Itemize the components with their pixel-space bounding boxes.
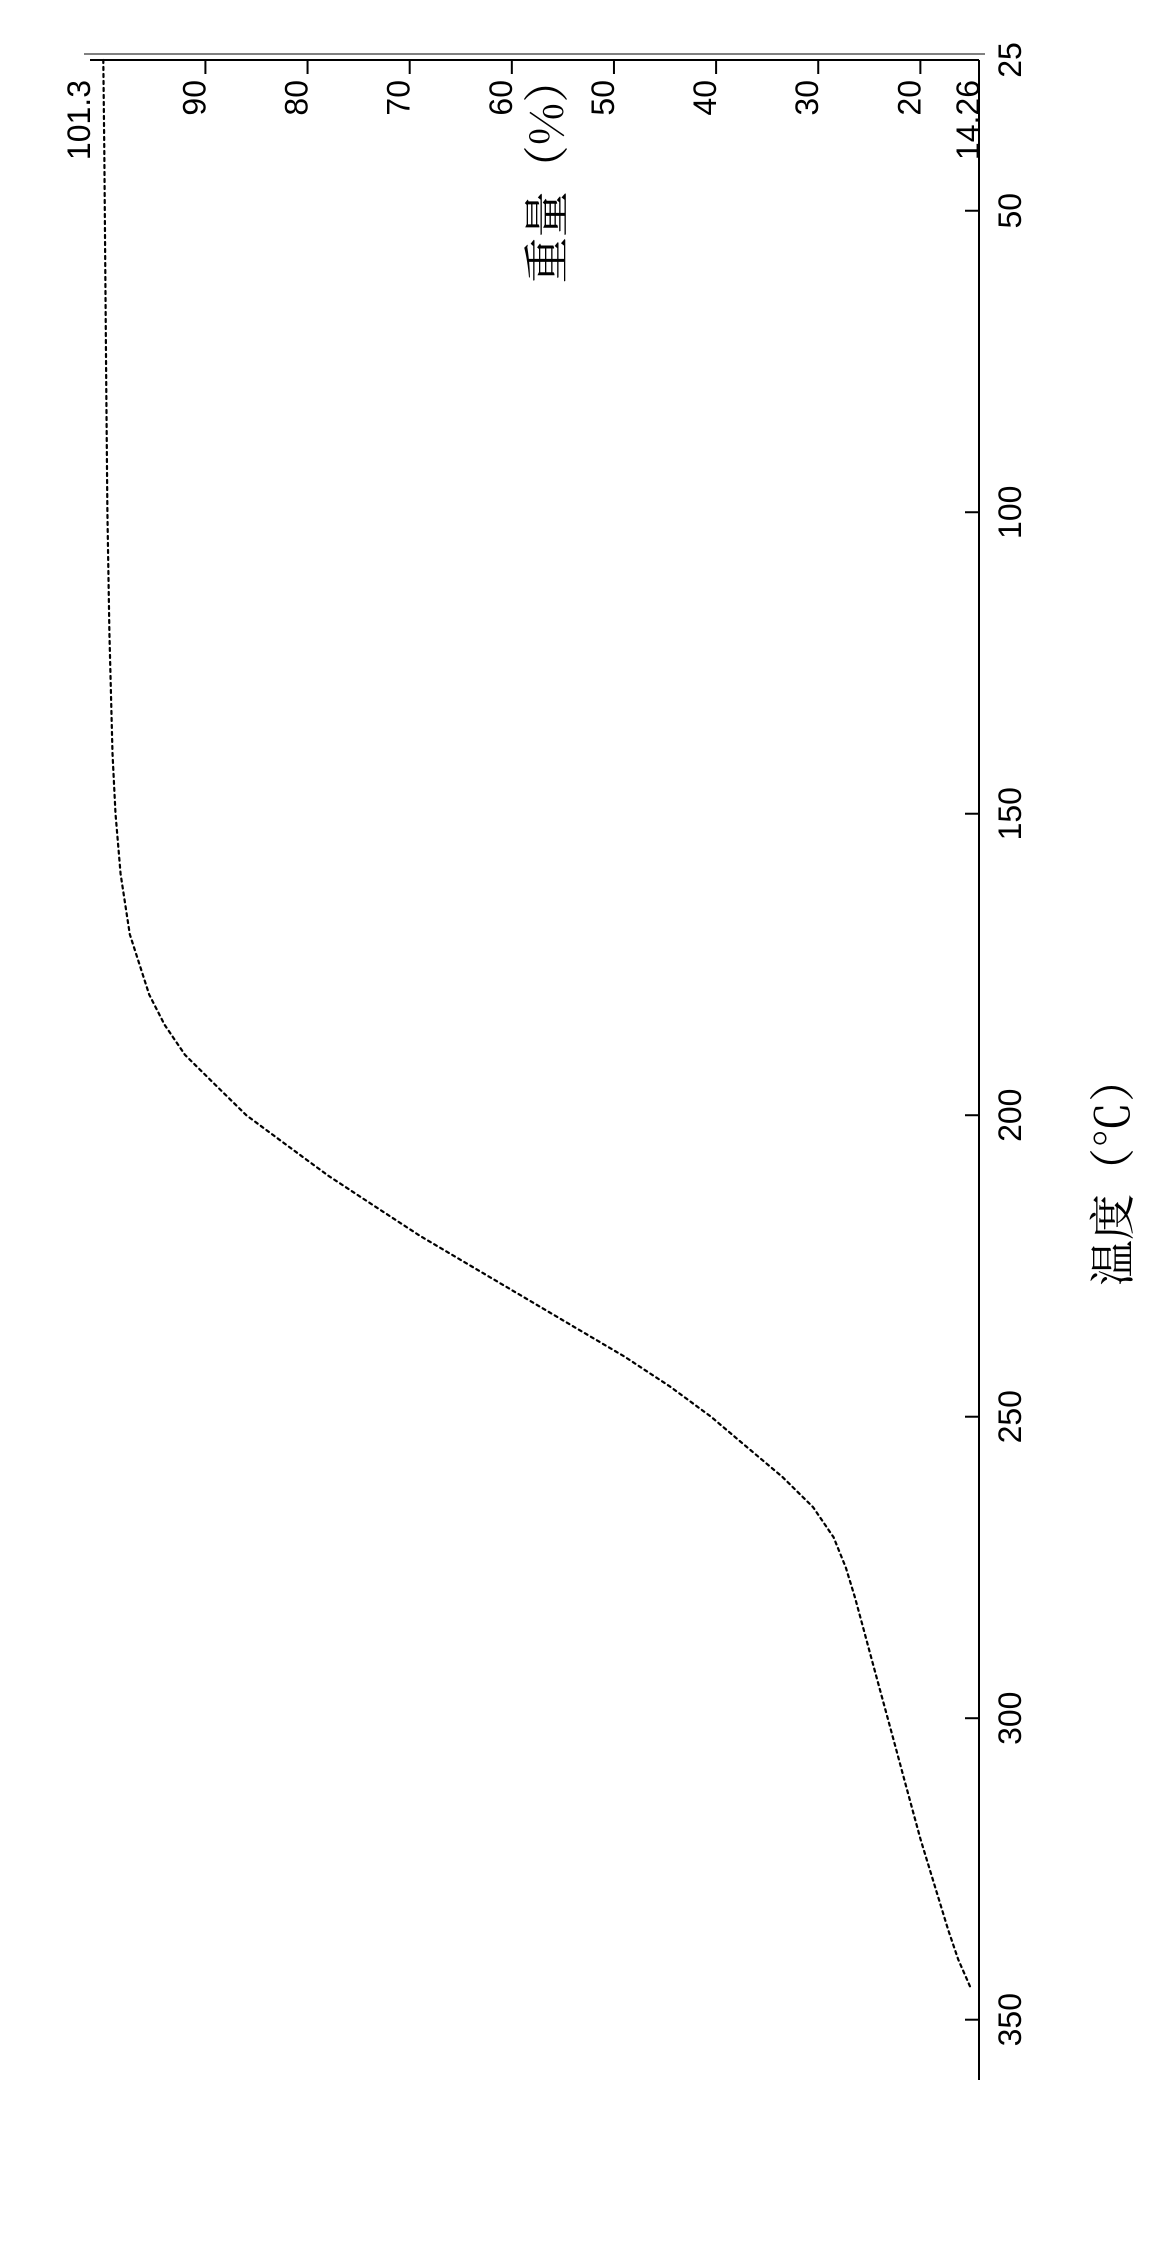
temp-axis-title: 温度（℃） [1077, 1056, 1143, 1286]
weight-tick-label: 80 [279, 80, 315, 116]
temp-tick-label: 300 [992, 1692, 1028, 1745]
weight-tick-label: 30 [789, 80, 825, 116]
weight-tick-label: 50 [585, 80, 621, 116]
temp-tick-label: 150 [992, 787, 1028, 840]
temp-tick-label: 100 [992, 486, 1028, 539]
temp-tick-label: 50 [992, 193, 1028, 229]
tga-chart: 2030405060708090101.314.26重量（%）501001502… [0, 0, 1159, 2250]
weight-end-label: 101.3 [61, 80, 97, 160]
weight-axis-title: 重量（%） [511, 57, 577, 283]
temp-start-label: 25 [992, 42, 1028, 78]
temp-tick-label: 200 [992, 1089, 1028, 1142]
weight-tick-label: 40 [687, 80, 723, 116]
weight-tick-label: 20 [891, 80, 927, 116]
weight-tick-label: 70 [381, 80, 417, 116]
temp-tick-label: 250 [992, 1390, 1028, 1443]
tga-curve [103, 60, 971, 1990]
weight-tick-label: 90 [176, 80, 212, 116]
chart-svg: 2030405060708090101.314.26重量（%）501001502… [0, 0, 1159, 2250]
weight-end-label: 14.26 [950, 80, 986, 160]
temp-tick-label: 350 [992, 1993, 1028, 2046]
